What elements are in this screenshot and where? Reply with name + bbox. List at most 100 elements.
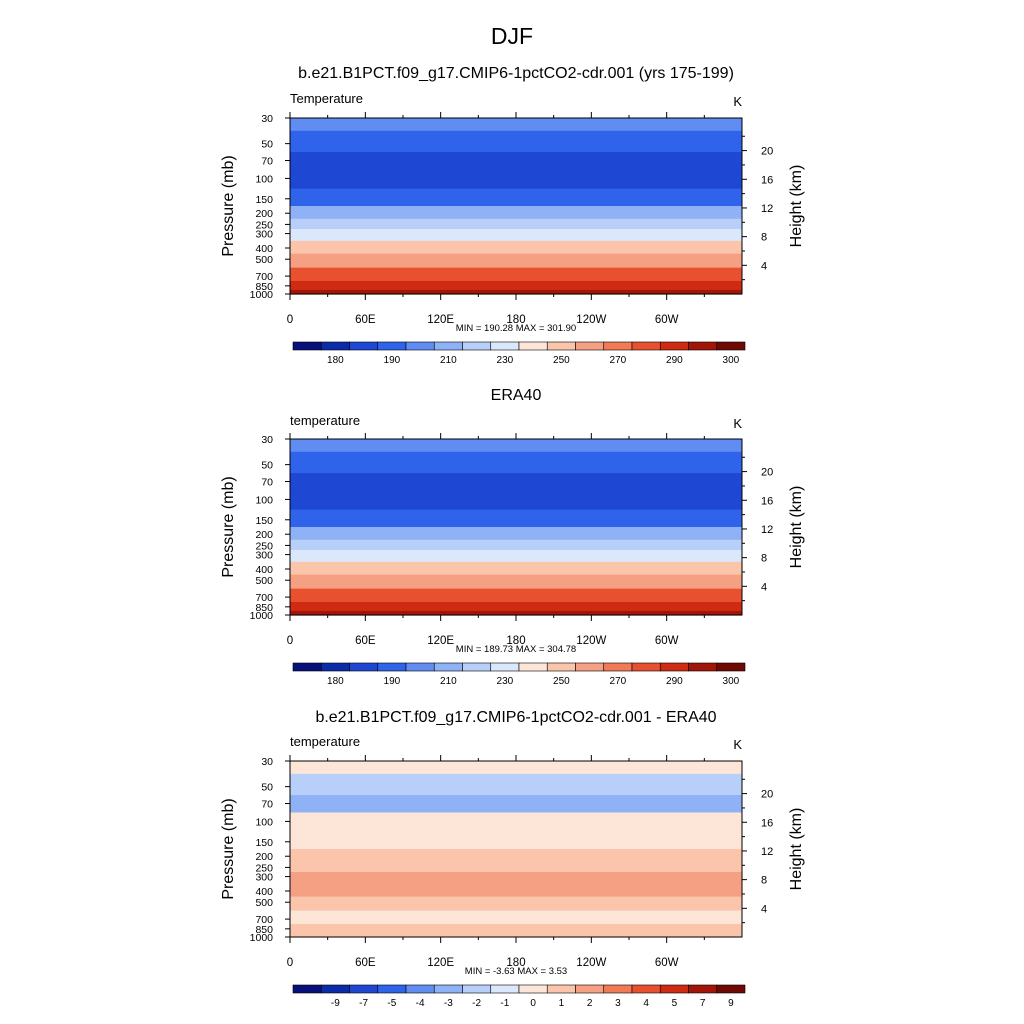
y-tick-label: 100 bbox=[255, 816, 273, 828]
panel-variable-label: temperature bbox=[290, 413, 360, 428]
x-tick-label: 120W bbox=[576, 635, 606, 647]
colorbar-swatch bbox=[688, 341, 718, 351]
colorbar-swatch bbox=[292, 341, 322, 351]
y-tick-label: 30 bbox=[261, 756, 273, 768]
panel-unit-label: K bbox=[733, 94, 742, 109]
colorbar-swatch bbox=[433, 341, 463, 351]
y2-tick-label: 16 bbox=[761, 817, 773, 829]
panel-title: b.e21.B1PCT.f09_g17.CMIP6-1pctCO2-cdr.00… bbox=[315, 709, 716, 726]
colorbar-swatch bbox=[462, 984, 492, 994]
plot-area bbox=[290, 761, 742, 938]
contour-band bbox=[290, 267, 742, 282]
colorbar-label: 270 bbox=[610, 355, 627, 366]
y2-tick-label: 20 bbox=[761, 146, 773, 158]
colorbar-swatch bbox=[320, 984, 350, 994]
colorbar-swatch bbox=[631, 984, 661, 994]
colorbar-swatch bbox=[405, 341, 435, 351]
colorbar-swatch bbox=[518, 662, 548, 672]
y-tick-label: 70 bbox=[261, 799, 273, 811]
x-tick-label: 60W bbox=[655, 635, 679, 647]
y-axis-label: Pressure (mb) bbox=[220, 155, 237, 256]
y2-axis-label: Height (km) bbox=[788, 486, 805, 569]
y2-tick-label: 20 bbox=[761, 789, 773, 801]
y-tick-label: 250 bbox=[255, 862, 273, 874]
y-tick-label: 850 bbox=[255, 281, 273, 293]
y-tick-label: 300 bbox=[255, 872, 273, 884]
panel-title: b.e21.B1PCT.f09_g17.CMIP6-1pctCO2-cdr.00… bbox=[298, 65, 734, 82]
colorbar-swatch bbox=[433, 662, 463, 672]
colorbar-swatch bbox=[546, 341, 576, 351]
contour-band bbox=[290, 289, 742, 295]
panel-unit-label: K bbox=[733, 416, 742, 431]
colorbar-swatch bbox=[462, 662, 492, 672]
contour-band bbox=[290, 188, 742, 207]
contour-band bbox=[290, 152, 742, 171]
colorbar: 180 190 210 230 250 270 290 300 bbox=[292, 662, 746, 687]
colorbar-swatch bbox=[377, 341, 407, 351]
contour-band bbox=[290, 280, 742, 291]
colorbar-label: -3 bbox=[444, 998, 453, 1009]
y-tick-label: 850 bbox=[255, 602, 273, 614]
y-tick-label: 30 bbox=[261, 434, 273, 446]
colorbar-swatch bbox=[405, 662, 435, 672]
colorbar-label: -1 bbox=[500, 998, 509, 1009]
colorbar-label: 290 bbox=[666, 676, 683, 687]
stats-text: MIN = 190.28 MAX = 301.90 bbox=[456, 323, 576, 334]
y2-tick-label: 8 bbox=[761, 232, 767, 244]
colorbar-swatch bbox=[433, 984, 463, 994]
y-tick-label: 500 bbox=[255, 254, 273, 266]
y-tick-label: 1000 bbox=[250, 289, 274, 301]
y2-tick-label: 4 bbox=[761, 260, 767, 272]
x-tick-label: 60E bbox=[355, 314, 376, 326]
panel-title: ERA40 bbox=[491, 387, 542, 404]
contour-band bbox=[290, 831, 742, 850]
y-tick-label: 50 bbox=[261, 139, 273, 151]
contour-band bbox=[290, 871, 742, 885]
colorbar-swatch bbox=[320, 341, 350, 351]
contour-band bbox=[290, 601, 742, 612]
panel-unit-label: K bbox=[733, 737, 742, 752]
y2-tick-label: 12 bbox=[761, 846, 773, 858]
y-tick-label: 50 bbox=[261, 782, 273, 794]
x-tick-label: 180 bbox=[506, 635, 525, 647]
colorbar-swatch bbox=[518, 984, 548, 994]
contour-band bbox=[290, 561, 742, 576]
colorbar-swatch bbox=[462, 341, 492, 351]
colorbar-swatch bbox=[292, 984, 322, 994]
y2-tick-label: 12 bbox=[761, 203, 773, 215]
figure-title: DJF bbox=[491, 23, 533, 49]
y2-tick-label: 4 bbox=[761, 903, 767, 915]
contour-band bbox=[290, 923, 742, 934]
y-tick-label: 150 bbox=[255, 515, 273, 527]
x-tick-label: 120W bbox=[576, 957, 606, 969]
contour-band bbox=[290, 539, 742, 551]
colorbar-swatch bbox=[631, 341, 661, 351]
colorbar-swatch bbox=[349, 662, 379, 672]
colorbar-label: -7 bbox=[359, 998, 368, 1009]
y-tick-label: 1000 bbox=[250, 932, 274, 944]
colorbar-label: 190 bbox=[384, 676, 401, 687]
y-tick-label: 400 bbox=[255, 886, 273, 898]
colorbar-swatch bbox=[631, 662, 661, 672]
y-tick-label: 700 bbox=[255, 914, 273, 926]
colorbar-label: 180 bbox=[327, 676, 344, 687]
y-tick-label: 200 bbox=[255, 529, 273, 541]
contour-band bbox=[290, 861, 742, 873]
y-axis-label: Pressure (mb) bbox=[220, 476, 237, 577]
plot-area bbox=[290, 439, 742, 616]
colorbar-label: 2 bbox=[587, 998, 593, 1009]
colorbar-label: 7 bbox=[700, 998, 706, 1009]
colorbar-label: 190 bbox=[384, 355, 401, 366]
colorbar-label: 210 bbox=[440, 355, 457, 366]
y-tick-label: 500 bbox=[255, 575, 273, 587]
contour-band bbox=[290, 451, 742, 474]
stats-text: MIN = -3.63 MAX = 3.53 bbox=[465, 966, 567, 977]
x-tick-label: 0 bbox=[287, 635, 293, 647]
panel-model: b.e21.B1PCT.f09_g17.CMIP6-1pctCO2-cdr.00… bbox=[220, 65, 805, 366]
colorbar-label: 270 bbox=[610, 676, 627, 687]
colorbar-label: 5 bbox=[672, 998, 678, 1009]
colorbar-label: 1 bbox=[559, 998, 565, 1009]
colorbar-label: -5 bbox=[387, 998, 396, 1009]
colorbar-label: -9 bbox=[331, 998, 340, 1009]
